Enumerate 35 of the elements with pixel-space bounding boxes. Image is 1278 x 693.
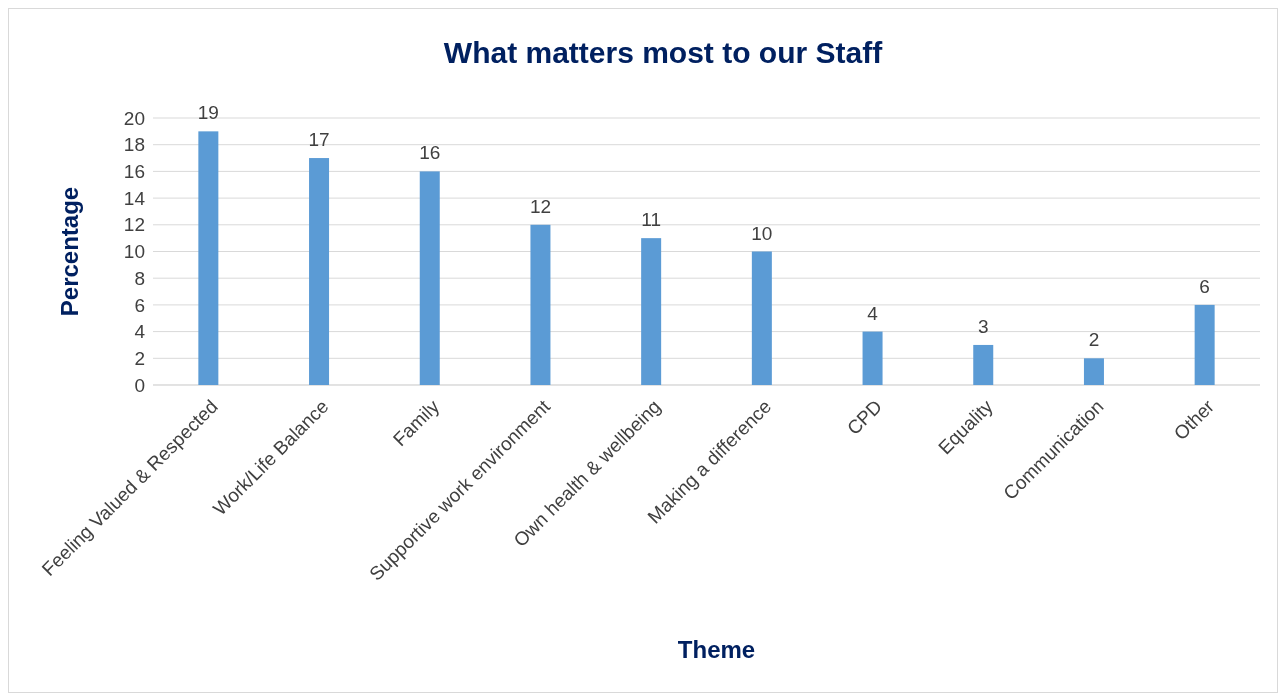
data-label: 6 [1199, 275, 1210, 297]
y-tick-label: 20 [123, 107, 145, 129]
bar [198, 131, 219, 385]
y-axis-title: Percentage [56, 186, 83, 317]
bar [309, 158, 330, 385]
y-tick-label: 14 [123, 187, 146, 209]
data-label: 3 [977, 315, 989, 337]
bar [1194, 304, 1215, 385]
bar [973, 344, 994, 385]
data-label: 11 [641, 209, 662, 231]
bar [862, 331, 883, 385]
y-tick-label: 6 [134, 294, 145, 316]
data-label: 17 [308, 129, 330, 151]
y-tick-label: 18 [123, 134, 145, 156]
data-label: 4 [867, 302, 879, 324]
bar [751, 251, 772, 385]
x-axis-title: Theme [677, 636, 756, 663]
y-tick-label: 12 [123, 214, 145, 236]
y-tick-label: 8 [134, 267, 145, 289]
bar [530, 224, 551, 385]
y-tick-label: 4 [134, 321, 146, 343]
data-label: 10 [751, 222, 773, 244]
data-label: 19 [197, 102, 219, 124]
data-label: 16 [419, 142, 441, 164]
data-label: 12 [529, 195, 552, 217]
bar [641, 238, 662, 385]
y-tick-label: 0 [134, 374, 145, 396]
bar [419, 171, 440, 385]
y-tick-label: 10 [123, 241, 145, 263]
bar [1083, 358, 1104, 385]
chart-title: What matters most to our Staff [443, 36, 884, 69]
y-tick-label: 16 [123, 161, 145, 183]
y-tick-label: 2 [134, 347, 145, 369]
x-tick-label: CPD [842, 395, 887, 439]
data-label: 2 [1088, 329, 1100, 351]
